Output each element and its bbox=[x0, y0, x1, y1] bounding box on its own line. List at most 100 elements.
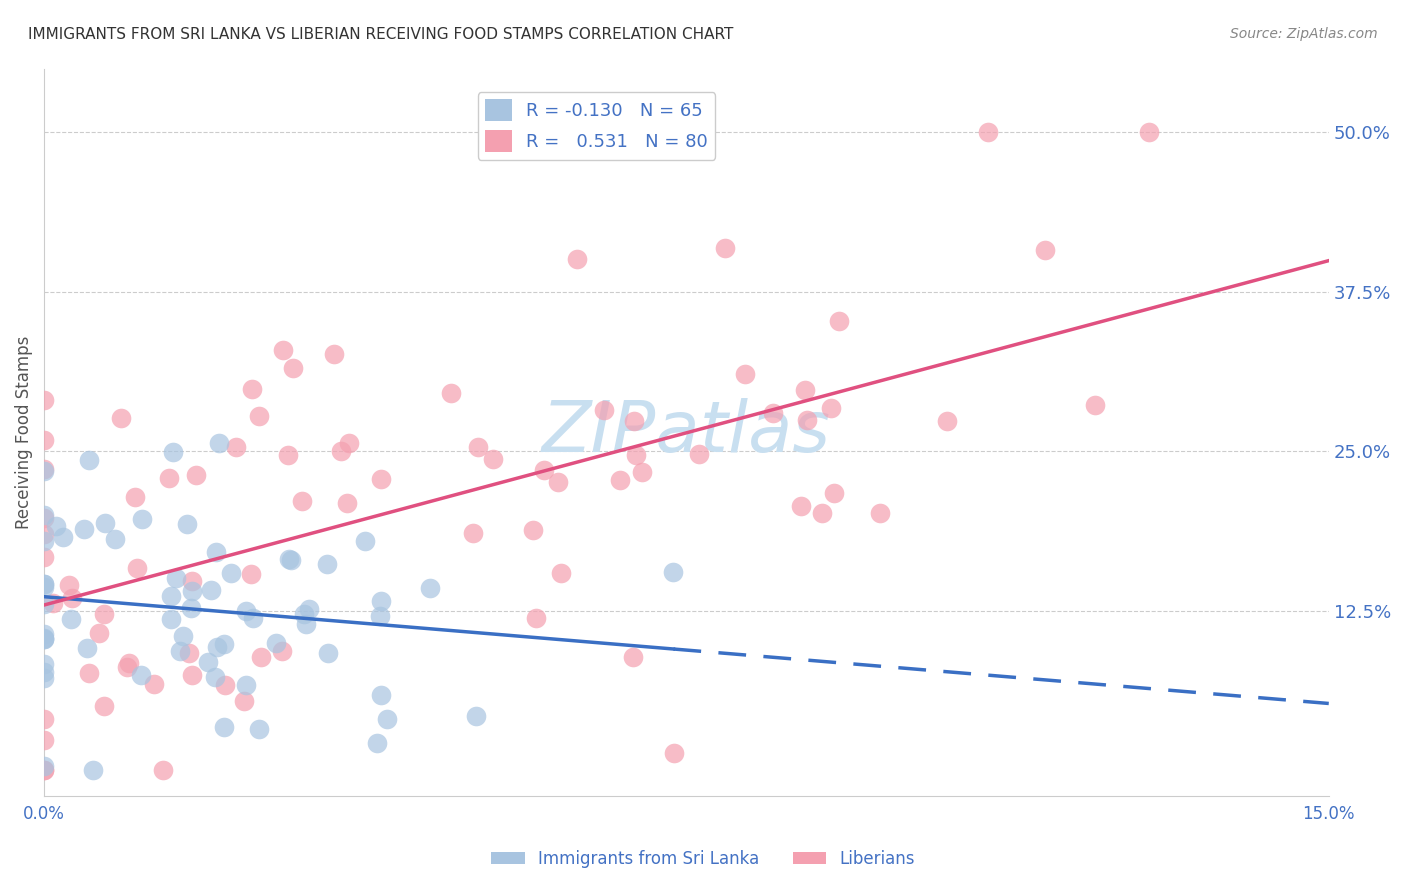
Immigrants from Sri Lanka bbox=[235, 604, 257, 618]
Immigrants from Sri Lanka bbox=[662, 565, 685, 579]
Immigrants from Sri Lanka bbox=[242, 611, 264, 625]
Legend: R = -0.130   N = 65, R =   0.531   N = 80: R = -0.130 N = 65, R = 0.531 N = 80 bbox=[478, 92, 716, 160]
Immigrants from Sri Lanka bbox=[368, 608, 391, 623]
Immigrants from Sri Lanka bbox=[131, 512, 153, 526]
Y-axis label: Receiving Food Stamps: Receiving Food Stamps bbox=[15, 335, 32, 529]
Liberians bbox=[370, 472, 392, 486]
Liberians bbox=[42, 596, 65, 610]
Liberians bbox=[32, 433, 55, 447]
Immigrants from Sri Lanka bbox=[32, 464, 55, 478]
Liberians bbox=[273, 343, 295, 358]
Immigrants from Sri Lanka bbox=[32, 576, 55, 591]
Liberians bbox=[820, 401, 842, 416]
Immigrants from Sri Lanka bbox=[235, 678, 257, 692]
Liberians bbox=[624, 449, 647, 463]
Immigrants from Sri Lanka bbox=[205, 545, 228, 559]
Liberians bbox=[240, 566, 263, 581]
Immigrants from Sri Lanka bbox=[165, 571, 187, 585]
Liberians bbox=[621, 650, 644, 665]
Immigrants from Sri Lanka bbox=[278, 551, 301, 566]
Immigrants from Sri Lanka bbox=[32, 665, 55, 680]
Immigrants from Sri Lanka bbox=[76, 641, 98, 656]
Immigrants from Sri Lanka bbox=[129, 668, 152, 682]
Immigrants from Sri Lanka bbox=[200, 583, 222, 598]
Liberians bbox=[32, 733, 55, 747]
Liberians bbox=[93, 607, 115, 622]
Immigrants from Sri Lanka bbox=[316, 646, 339, 660]
Liberians bbox=[330, 443, 353, 458]
Immigrants from Sri Lanka bbox=[32, 631, 55, 645]
Immigrants from Sri Lanka bbox=[32, 597, 55, 611]
Immigrants from Sri Lanka bbox=[104, 532, 127, 546]
Liberians bbox=[32, 712, 55, 726]
Immigrants from Sri Lanka bbox=[169, 644, 191, 658]
Immigrants from Sri Lanka bbox=[32, 534, 55, 549]
Liberians bbox=[734, 367, 756, 381]
Immigrants from Sri Lanka bbox=[176, 516, 198, 531]
Legend: Immigrants from Sri Lanka, Liberians: Immigrants from Sri Lanka, Liberians bbox=[485, 844, 921, 875]
Liberians bbox=[184, 467, 207, 482]
Liberians bbox=[124, 491, 146, 505]
Liberians bbox=[609, 473, 631, 487]
Liberians bbox=[337, 435, 360, 450]
Liberians bbox=[1033, 243, 1056, 257]
Immigrants from Sri Lanka bbox=[370, 594, 392, 608]
Immigrants from Sri Lanka bbox=[205, 640, 228, 655]
Immigrants from Sri Lanka bbox=[292, 607, 315, 622]
Immigrants from Sri Lanka bbox=[197, 655, 219, 669]
Immigrants from Sri Lanka bbox=[464, 709, 486, 723]
Liberians bbox=[547, 475, 569, 490]
Liberians bbox=[828, 314, 851, 328]
Immigrants from Sri Lanka bbox=[160, 589, 183, 603]
Liberians bbox=[793, 383, 815, 397]
Immigrants from Sri Lanka bbox=[34, 580, 56, 594]
Immigrants from Sri Lanka bbox=[162, 445, 184, 459]
Immigrants from Sri Lanka bbox=[419, 581, 441, 595]
Text: Source: ZipAtlas.com: Source: ZipAtlas.com bbox=[1230, 27, 1378, 41]
Immigrants from Sri Lanka bbox=[32, 657, 55, 672]
Immigrants from Sri Lanka bbox=[377, 712, 399, 726]
Immigrants from Sri Lanka bbox=[159, 612, 181, 626]
Liberians bbox=[291, 494, 314, 508]
Liberians bbox=[935, 414, 957, 428]
Liberians bbox=[177, 646, 200, 660]
Liberians bbox=[142, 677, 165, 691]
Liberians bbox=[762, 406, 785, 420]
Liberians bbox=[688, 447, 710, 461]
Liberians bbox=[93, 698, 115, 713]
Text: IMMIGRANTS FROM SRI LANKA VS LIBERIAN RECEIVING FOOD STAMPS CORRELATION CHART: IMMIGRANTS FROM SRI LANKA VS LIBERIAN RE… bbox=[28, 27, 734, 42]
Liberians bbox=[810, 506, 832, 520]
Liberians bbox=[152, 763, 174, 777]
Immigrants from Sri Lanka bbox=[52, 530, 75, 544]
Immigrants from Sri Lanka bbox=[264, 636, 287, 650]
Liberians bbox=[110, 410, 132, 425]
Liberians bbox=[77, 666, 100, 681]
Liberians bbox=[467, 440, 489, 454]
Liberians bbox=[157, 471, 180, 485]
Liberians bbox=[461, 526, 484, 541]
Liberians bbox=[323, 347, 346, 361]
Liberians bbox=[796, 413, 818, 427]
Immigrants from Sri Lanka bbox=[247, 722, 270, 736]
Immigrants from Sri Lanka bbox=[79, 453, 101, 467]
Liberians bbox=[790, 500, 813, 514]
Liberians bbox=[623, 414, 645, 428]
Liberians bbox=[336, 496, 359, 510]
Immigrants from Sri Lanka bbox=[32, 632, 55, 647]
Immigrants from Sri Lanka bbox=[204, 670, 226, 684]
Immigrants from Sri Lanka bbox=[32, 627, 55, 641]
Liberians bbox=[32, 392, 55, 407]
Liberians bbox=[714, 241, 737, 255]
Immigrants from Sri Lanka bbox=[32, 577, 55, 591]
Immigrants from Sri Lanka bbox=[32, 671, 55, 685]
Liberians bbox=[117, 660, 139, 674]
Liberians bbox=[440, 386, 463, 401]
Liberians bbox=[32, 462, 55, 476]
Liberians bbox=[1084, 398, 1107, 412]
Immigrants from Sri Lanka bbox=[370, 689, 392, 703]
Liberians bbox=[593, 402, 616, 417]
Liberians bbox=[181, 667, 204, 681]
Liberians bbox=[823, 486, 845, 500]
Liberians bbox=[118, 656, 141, 670]
Liberians bbox=[225, 440, 247, 454]
